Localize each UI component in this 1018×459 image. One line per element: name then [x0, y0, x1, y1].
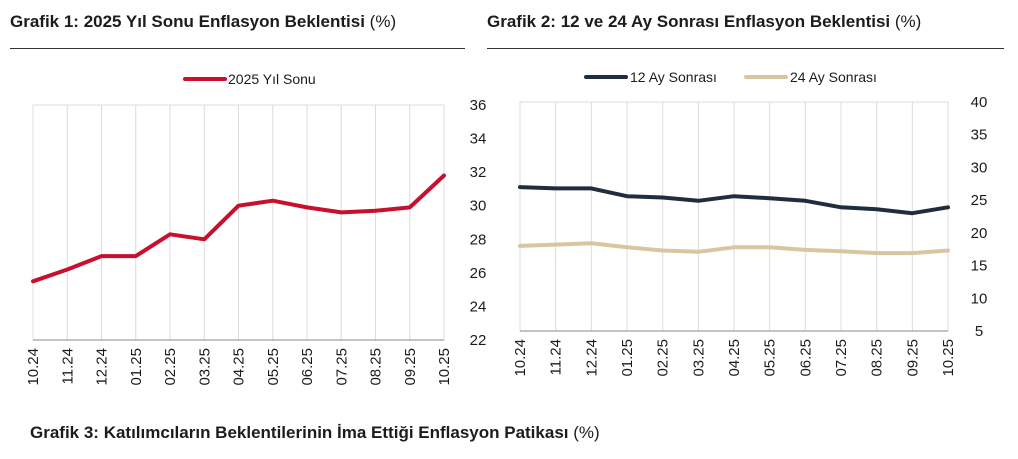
chart2-title-text: Grafik 2: 12 ve 24 Ay Sonrası Enflasyon … [487, 12, 891, 31]
chart2-x-tick-label: 02.25 [655, 339, 672, 377]
chart2-x-tick-label: 07.25 [833, 339, 850, 377]
chart1-x-tick-label: 04.25 [231, 348, 248, 386]
chart2-x-tick-label: 06.25 [797, 339, 814, 377]
chart1-y-tick-label: 26 [470, 265, 487, 282]
chart2-x-tick-label: 08.25 [869, 339, 886, 377]
chart1-x-tick-label: 09.25 [402, 348, 419, 386]
chart2-x-tick-label: 10.25 [940, 339, 957, 377]
chart2-title: Grafik 2: 12 ve 24 Ay Sonrası Enflasyon … [487, 12, 921, 32]
chart3-title: Grafik 3: Katılımcıların Beklentilerinin… [30, 423, 600, 443]
chart1-y-tick-label: 32 [470, 164, 487, 181]
chart2-x-tick-label: 04.25 [726, 339, 743, 377]
chart1-x-tick-label: 12.24 [94, 348, 111, 386]
chart1-title-rule [10, 48, 465, 49]
chart1-y-tick-label: 28 [470, 231, 487, 248]
chart2-title-unit: (%) [894, 12, 922, 31]
chart2-y-tick-label: 35 [971, 127, 988, 144]
chart2-y-tick-label: 5 [975, 323, 983, 340]
chart1-x-tick-label: 01.25 [128, 348, 145, 386]
chart2-y-tick-label: 30 [971, 159, 988, 176]
chart2-y-tick-label: 15 [971, 258, 988, 275]
chart3-title-text: Grafik 3: Katılımcıların Beklentilerinin… [30, 423, 569, 442]
chart1-x-tick-label: 06.25 [299, 348, 316, 386]
chart1-x-tick-label: 05.25 [265, 348, 282, 386]
chart2-y-tick-label: 40 [971, 94, 988, 111]
chart2-legend-label: 12 Ay Sonrası [630, 69, 717, 85]
chart2-x-tick-label: 12.24 [583, 339, 600, 377]
chart2-y-tick-label: 10 [971, 290, 988, 307]
chart1-x-tick-label: 10.25 [436, 348, 453, 386]
chart1-title-text: Grafik 1: 2025 Yıl Sonu Enflasyon Beklen… [10, 12, 365, 31]
chart1-title: Grafik 1: 2025 Yıl Sonu Enflasyon Beklen… [10, 12, 396, 32]
chart1-y-tick-label: 34 [470, 131, 487, 148]
chart2-legend-label: 24 Ay Sonrası [790, 69, 877, 85]
chart2-y-tick-label: 20 [971, 225, 988, 242]
chart1-x-tick-label: 02.25 [162, 348, 179, 386]
chart2-y-tick-label: 25 [971, 192, 988, 209]
chart1-x-tick-label: 10.24 [25, 348, 42, 386]
chart2-x-tick-label: 11.24 [548, 339, 565, 375]
chart2-x-tick-label: 05.25 [762, 339, 779, 377]
chart2-x-tick-label: 01.25 [619, 339, 636, 377]
chart1-title-unit: (%) [369, 12, 397, 31]
chart3-title-unit: (%) [573, 423, 600, 442]
chart1-y-tick-label: 30 [470, 198, 487, 215]
chart1-y-tick-label: 22 [470, 332, 487, 349]
chart1-x-tick-label: 03.25 [196, 348, 213, 386]
chart1-y-tick-label: 24 [470, 298, 487, 315]
chart1-x-tick-label: 08.25 [368, 348, 385, 386]
chart2-x-tick-label: 09.25 [904, 339, 921, 377]
chart1-x-tick-label: 11.24 [59, 348, 76, 384]
chart2-x-tick-label: 10.24 [512, 339, 529, 377]
chart1-y-tick-label: 36 [470, 97, 487, 114]
chart1-legend-label: 2025 Yıl Sonu [228, 71, 316, 87]
chart2-x-tick-label: 03.25 [690, 339, 707, 377]
chart1-x-tick-label: 07.25 [333, 348, 350, 386]
chart2-title-rule [487, 48, 1004, 49]
